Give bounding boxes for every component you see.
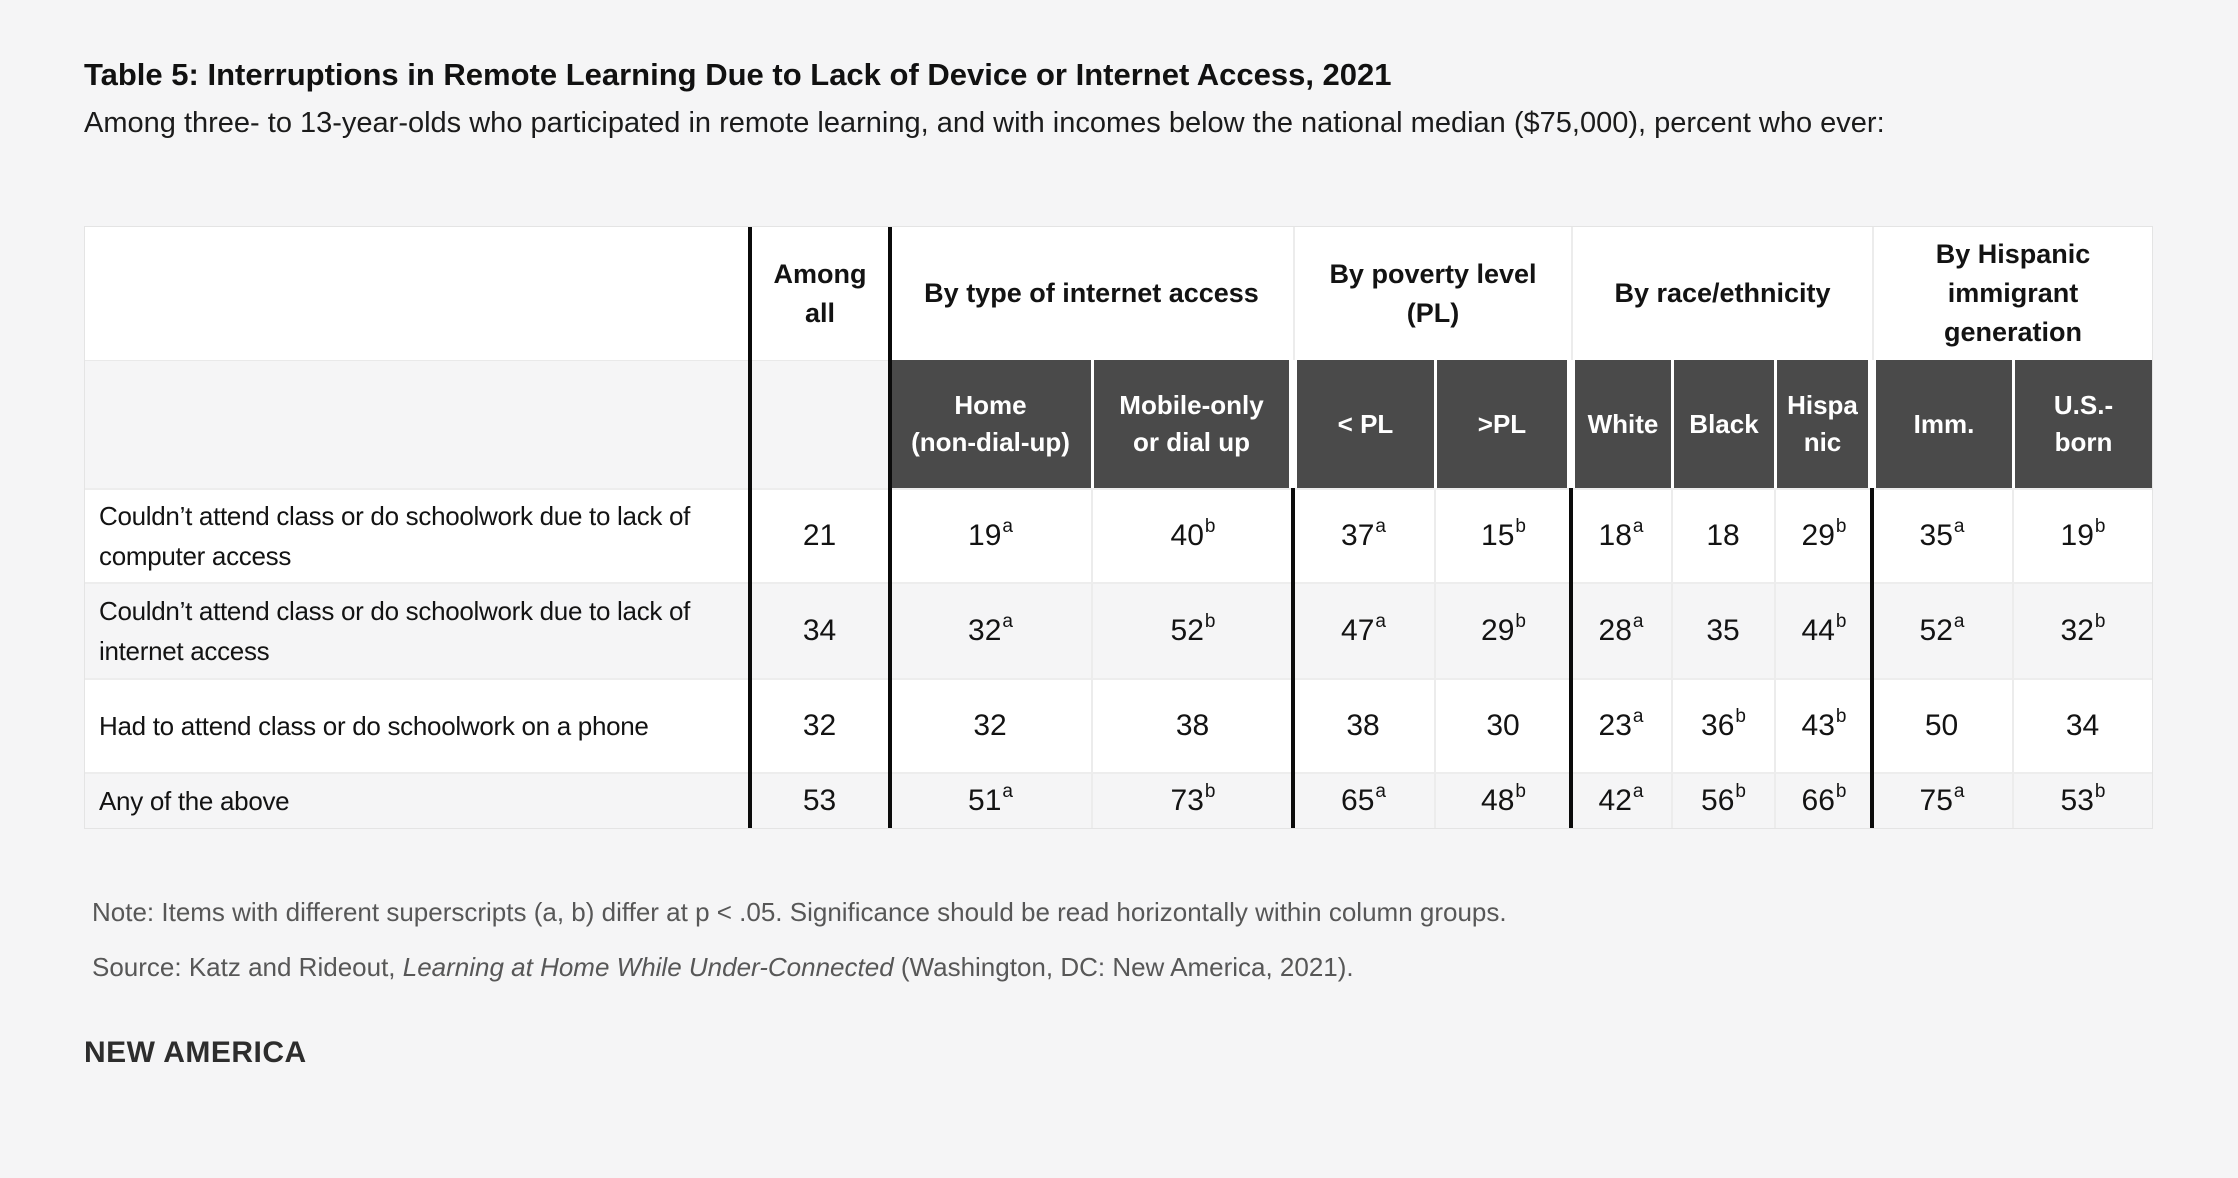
- cell-above-pl: 48 b: [1434, 772, 1571, 828]
- cell-black: 36 b: [1671, 678, 1774, 772]
- cell-above-pl: 29 b: [1434, 582, 1571, 678]
- cell-mobile-only: 40 b: [1091, 488, 1293, 582]
- cell-black: 56 b: [1671, 772, 1774, 828]
- cell-among-all: 32: [750, 678, 890, 772]
- column-header-mobile-only: Mobile-only or dial up: [1091, 360, 1293, 488]
- cell-black: 35: [1671, 582, 1774, 678]
- data-table-wrapper: Among all By type of internet access By …: [84, 226, 2238, 829]
- subheader-empty-among-cell: [750, 360, 890, 488]
- cell-among-all: 53: [750, 772, 890, 828]
- divider-line-after-among-all: [888, 227, 892, 828]
- cell-immigrant: 35 a: [1872, 488, 2012, 582]
- cell-home: 19 a: [890, 488, 1091, 582]
- column-header-black: Black: [1671, 360, 1774, 488]
- cell-home: 32 a: [890, 582, 1091, 678]
- table-title: Table 5: Interruptions in Remote Learnin…: [84, 57, 1392, 92]
- row-label: Couldn’t attend class or do schoolwork d…: [85, 582, 750, 678]
- data-table: Among all By type of internet access By …: [84, 226, 2153, 829]
- cell-white: 42 a: [1571, 772, 1671, 828]
- table-subtitle: Among three- to 13-year-olds who partici…: [84, 107, 1885, 139]
- cell-hispanic: 66 b: [1774, 772, 1872, 828]
- cell-above-pl: 30: [1434, 678, 1571, 772]
- cell-hispanic: 29 b: [1774, 488, 1872, 582]
- report-page: Table 5: Interruptions in Remote Learnin…: [0, 58, 2238, 1178]
- cell-immigrant: 50: [1872, 678, 2012, 772]
- row-label: Had to attend class or do schoolwork on …: [85, 678, 750, 772]
- divider-line-before-among-all: [748, 227, 752, 828]
- subheader-empty-label-cell: [85, 360, 750, 488]
- cell-mobile-only: 38: [1091, 678, 1293, 772]
- column-header-hispanic: Hispa nic: [1774, 360, 1872, 488]
- cell-us-born: 32 b: [2012, 582, 2152, 678]
- table-note: Note: Items with different superscripts …: [92, 897, 1507, 927]
- group-header-internet-access: By type of internet access: [924, 278, 1259, 308]
- column-header-us-born: U.S.- born: [2012, 360, 2152, 488]
- cell-hispanic: 44 b: [1774, 582, 1872, 678]
- cell-us-born: 19 b: [2012, 488, 2152, 582]
- row-label: Couldn’t attend class or do schoolwork d…: [85, 488, 750, 582]
- group-header-among-all: Among all: [773, 258, 867, 328]
- divider-line-race-hispanic: [1870, 488, 1874, 828]
- cell-white: 18 a: [1571, 488, 1671, 582]
- group-header-race-ethnicity: By race/ethnicity: [1571, 227, 1872, 360]
- row-label: Any of the above: [85, 772, 750, 828]
- cell-above-pl: 15 b: [1434, 488, 1571, 582]
- column-header-home: Home (non-dial-up): [890, 360, 1091, 488]
- cell-among-all: 34: [750, 582, 890, 678]
- cell-immigrant: 52 a: [1872, 582, 2012, 678]
- group-header-hispanic-generation: By Hispanic immigrant generation: [1872, 227, 2152, 360]
- cell-mobile-only: 52 b: [1091, 582, 1293, 678]
- cell-immigrant: 75 a: [1872, 772, 2012, 828]
- column-header-above-pl: >PL: [1434, 360, 1571, 488]
- source-suffix: (Washington, DC: New America, 2021).: [893, 952, 1354, 982]
- divider-line-internet-poverty: [1291, 488, 1295, 828]
- cell-black: 18: [1671, 488, 1774, 582]
- cell-us-born: 34: [2012, 678, 2152, 772]
- group-header-poverty-level: By poverty level (PL): [1293, 227, 1571, 360]
- cell-below-pl: 47 a: [1293, 582, 1434, 678]
- source-prefix: Source: Katz and Rideout,: [92, 952, 403, 982]
- cell-below-pl: 65 a: [1293, 772, 1434, 828]
- cell-among-all: 21: [750, 488, 890, 582]
- column-header-immigrant: Imm.: [1872, 360, 2012, 488]
- cell-us-born: 53 b: [2012, 772, 2152, 828]
- cell-white: 23 a: [1571, 678, 1671, 772]
- cell-below-pl: 38: [1293, 678, 1434, 772]
- column-header-below-pl: < PL: [1293, 360, 1434, 488]
- cell-home: 51 a: [890, 772, 1091, 828]
- cell-white: 28 a: [1571, 582, 1671, 678]
- source-publication-title: Learning at Home While Under-Connected: [402, 952, 894, 982]
- corner-empty-cell: [85, 227, 750, 360]
- new-america-logo: NEW AMERICA: [84, 1036, 307, 1069]
- cell-hispanic: 43 b: [1774, 678, 1872, 772]
- column-header-white: White: [1571, 360, 1671, 488]
- cell-home: 32: [890, 678, 1091, 772]
- cell-mobile-only: 73 b: [1091, 772, 1293, 828]
- divider-line-poverty-race: [1569, 488, 1573, 828]
- cell-below-pl: 37 a: [1293, 488, 1434, 582]
- table-source: Source: Katz and Rideout, Learning at Ho…: [92, 951, 2238, 983]
